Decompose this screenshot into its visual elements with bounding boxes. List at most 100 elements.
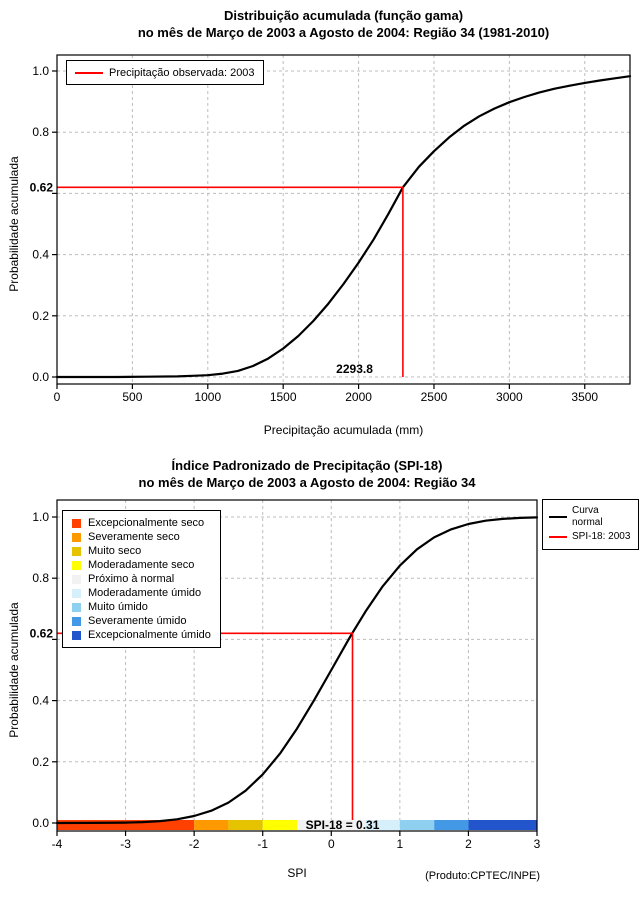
marker-value-label: SPI-18 = 0.31 [306,818,380,832]
y-tick-label: 0.8 [32,125,49,139]
x-axis: 0 500 1000 1500 2000 2500 3000 3500 [54,384,598,404]
x-tick-label: -1 [257,837,268,851]
category-label: Moderadamente úmido [88,587,202,599]
category-swatch-icon [72,630,81,640]
category-label: Muito seco [88,545,142,557]
grid-lines [56,55,630,384]
spi-category-entry: Muito úmido [72,600,211,614]
spi-chart-title: Índice Padronizado de Precipitação (SPI-… [171,458,443,473]
colorbar-segment [57,820,195,830]
gamma-yaxis-label: Probabilidade acumulada [7,156,21,292]
y-tick-label: 0.0 [32,816,49,830]
x-tick-label: 3 [534,837,541,851]
spi-category-entry: Muito seco [72,544,211,558]
x-tick-label: 3000 [496,390,523,404]
normal-cdf-curve [55,516,539,825]
gamma-legend: Precipitação observada: 2003 [66,60,264,85]
gamma-xaxis-label: Precipitação acumulada (mm) [263,423,424,437]
spi-category-entry: Severamente úmido [72,614,211,628]
x-tick-label: 2000 [345,390,372,404]
gamma-cdf-plot: 0 500 1000 1500 2000 2500 3000 3500 0.0 0.2 0.4 0.8… [30,54,632,404]
legend-line-sample-icon [75,71,103,74]
marker-probability-label: 0.62 [30,180,54,194]
spi-colorbar [57,820,537,830]
legend-entry: SPI-18: 2003 [549,530,632,544]
spi-category-entry: Excepcionalmente seco [72,516,211,530]
x-tick-label: 500 [122,390,142,404]
category-swatch-icon [72,602,81,612]
colorbar-segment [434,820,469,830]
legend-entry-label: Precipitação observada: 2003 [109,66,255,79]
y-axis: 0.0 0.2 0.4 0.8 1.0 [32,510,57,830]
spi-chart-subtitle: no mês de Março de 2003 a Agosto de 2004… [138,475,476,490]
spi-category-entry: Moderadamente úmido [72,586,211,600]
spi-category-entry: Excepcionalmente úmido [72,628,211,642]
spi-category-entry: Severamente seco [72,530,211,544]
product-credit: (Produto:CPTEC/INPE) [425,870,540,882]
colorbar-segment [194,820,229,830]
legend-line-sample-icon [549,536,567,538]
y-tick-label: 1.0 [32,510,49,524]
category-swatch-icon [72,588,81,598]
y-tick-label: 0.0 [32,370,49,384]
x-axis: -4 -3 -2 -1 0 1 2 3 [52,831,541,851]
x-tick-label: -3 [120,837,131,851]
category-swatch-icon [72,616,81,626]
category-label: Excepcionalmente úmido [88,629,211,641]
colorbar-segment [365,820,400,830]
marker-value-label: 2293.8 [336,362,373,376]
x-tick-label: 3500 [571,390,598,404]
x-tick-label: -4 [52,837,63,851]
x-tick-label: -2 [189,837,200,851]
colorbar-segment [262,820,297,830]
plot-border [56,54,631,385]
plot-border [56,499,538,832]
spi-category-entry: Moderadamente seco [72,558,211,572]
spi-yaxis-label: Probabilidade acumulada [7,602,21,738]
category-swatch-icon [72,560,81,570]
y-tick-label: 0.2 [32,309,49,323]
observed-marker-line [57,632,354,820]
spi-curve-legend: Curva normal SPI-18: 2003 [542,499,639,550]
legend-entry-label: SPI-18: 2003 [572,531,631,542]
category-label: Próximo à normal [88,573,175,585]
category-swatch-icon [72,532,81,542]
category-label: Moderadamente seco [88,559,195,571]
spi-xaxis-label: SPI [287,866,307,880]
category-label: Severamente seco [88,531,180,543]
category-swatch-icon [72,518,81,528]
y-tick-label: 0.8 [32,571,49,585]
y-tick-label: 0.2 [32,755,49,769]
gamma-chart-title: Distribuição acumulada (função gama) [223,8,464,23]
y-tick-label: 0.4 [32,694,49,708]
x-tick-label: 2 [465,837,472,851]
y-tick-label: 1.0 [32,64,49,78]
colorbar-segment [468,820,537,830]
category-label: Severamente úmido [88,615,187,627]
y-tick-label: 0.4 [32,248,49,262]
legend-line-sample-icon [549,516,567,518]
legend-entry: Precipitação observada: 2003 [75,65,255,80]
observed-marker-line [57,186,404,377]
category-label: Excepcionalmente seco [88,517,205,529]
spi-category-entry: Próximo à normal [72,572,211,586]
category-swatch-icon [72,574,81,584]
colorbar-segment [228,820,263,830]
legend-entry: Curva normal [549,505,632,529]
marker-probability-label: 0.62 [30,626,54,640]
gamma-cdf-curve [55,75,632,379]
legend-entry-label: Curva normal [572,505,603,528]
gamma-chart-subtitle: no mês de Março de 2003 a Agosto de 2004… [137,25,550,40]
x-tick-label: 1000 [194,390,221,404]
category-label: Muito úmido [88,601,148,613]
y-axis: 0.0 0.2 0.4 0.8 1.0 [32,64,57,384]
x-tick-label: 1500 [270,390,297,404]
x-tick-label: 0 [54,390,61,404]
spi-category-legend: Excepcionalmente seco Severamente seco Mui… [62,510,221,648]
colorbar-segment [399,820,435,830]
x-tick-label: 0 [328,837,335,851]
x-tick-label: 1 [397,837,404,851]
colorbar-segment [297,820,366,830]
